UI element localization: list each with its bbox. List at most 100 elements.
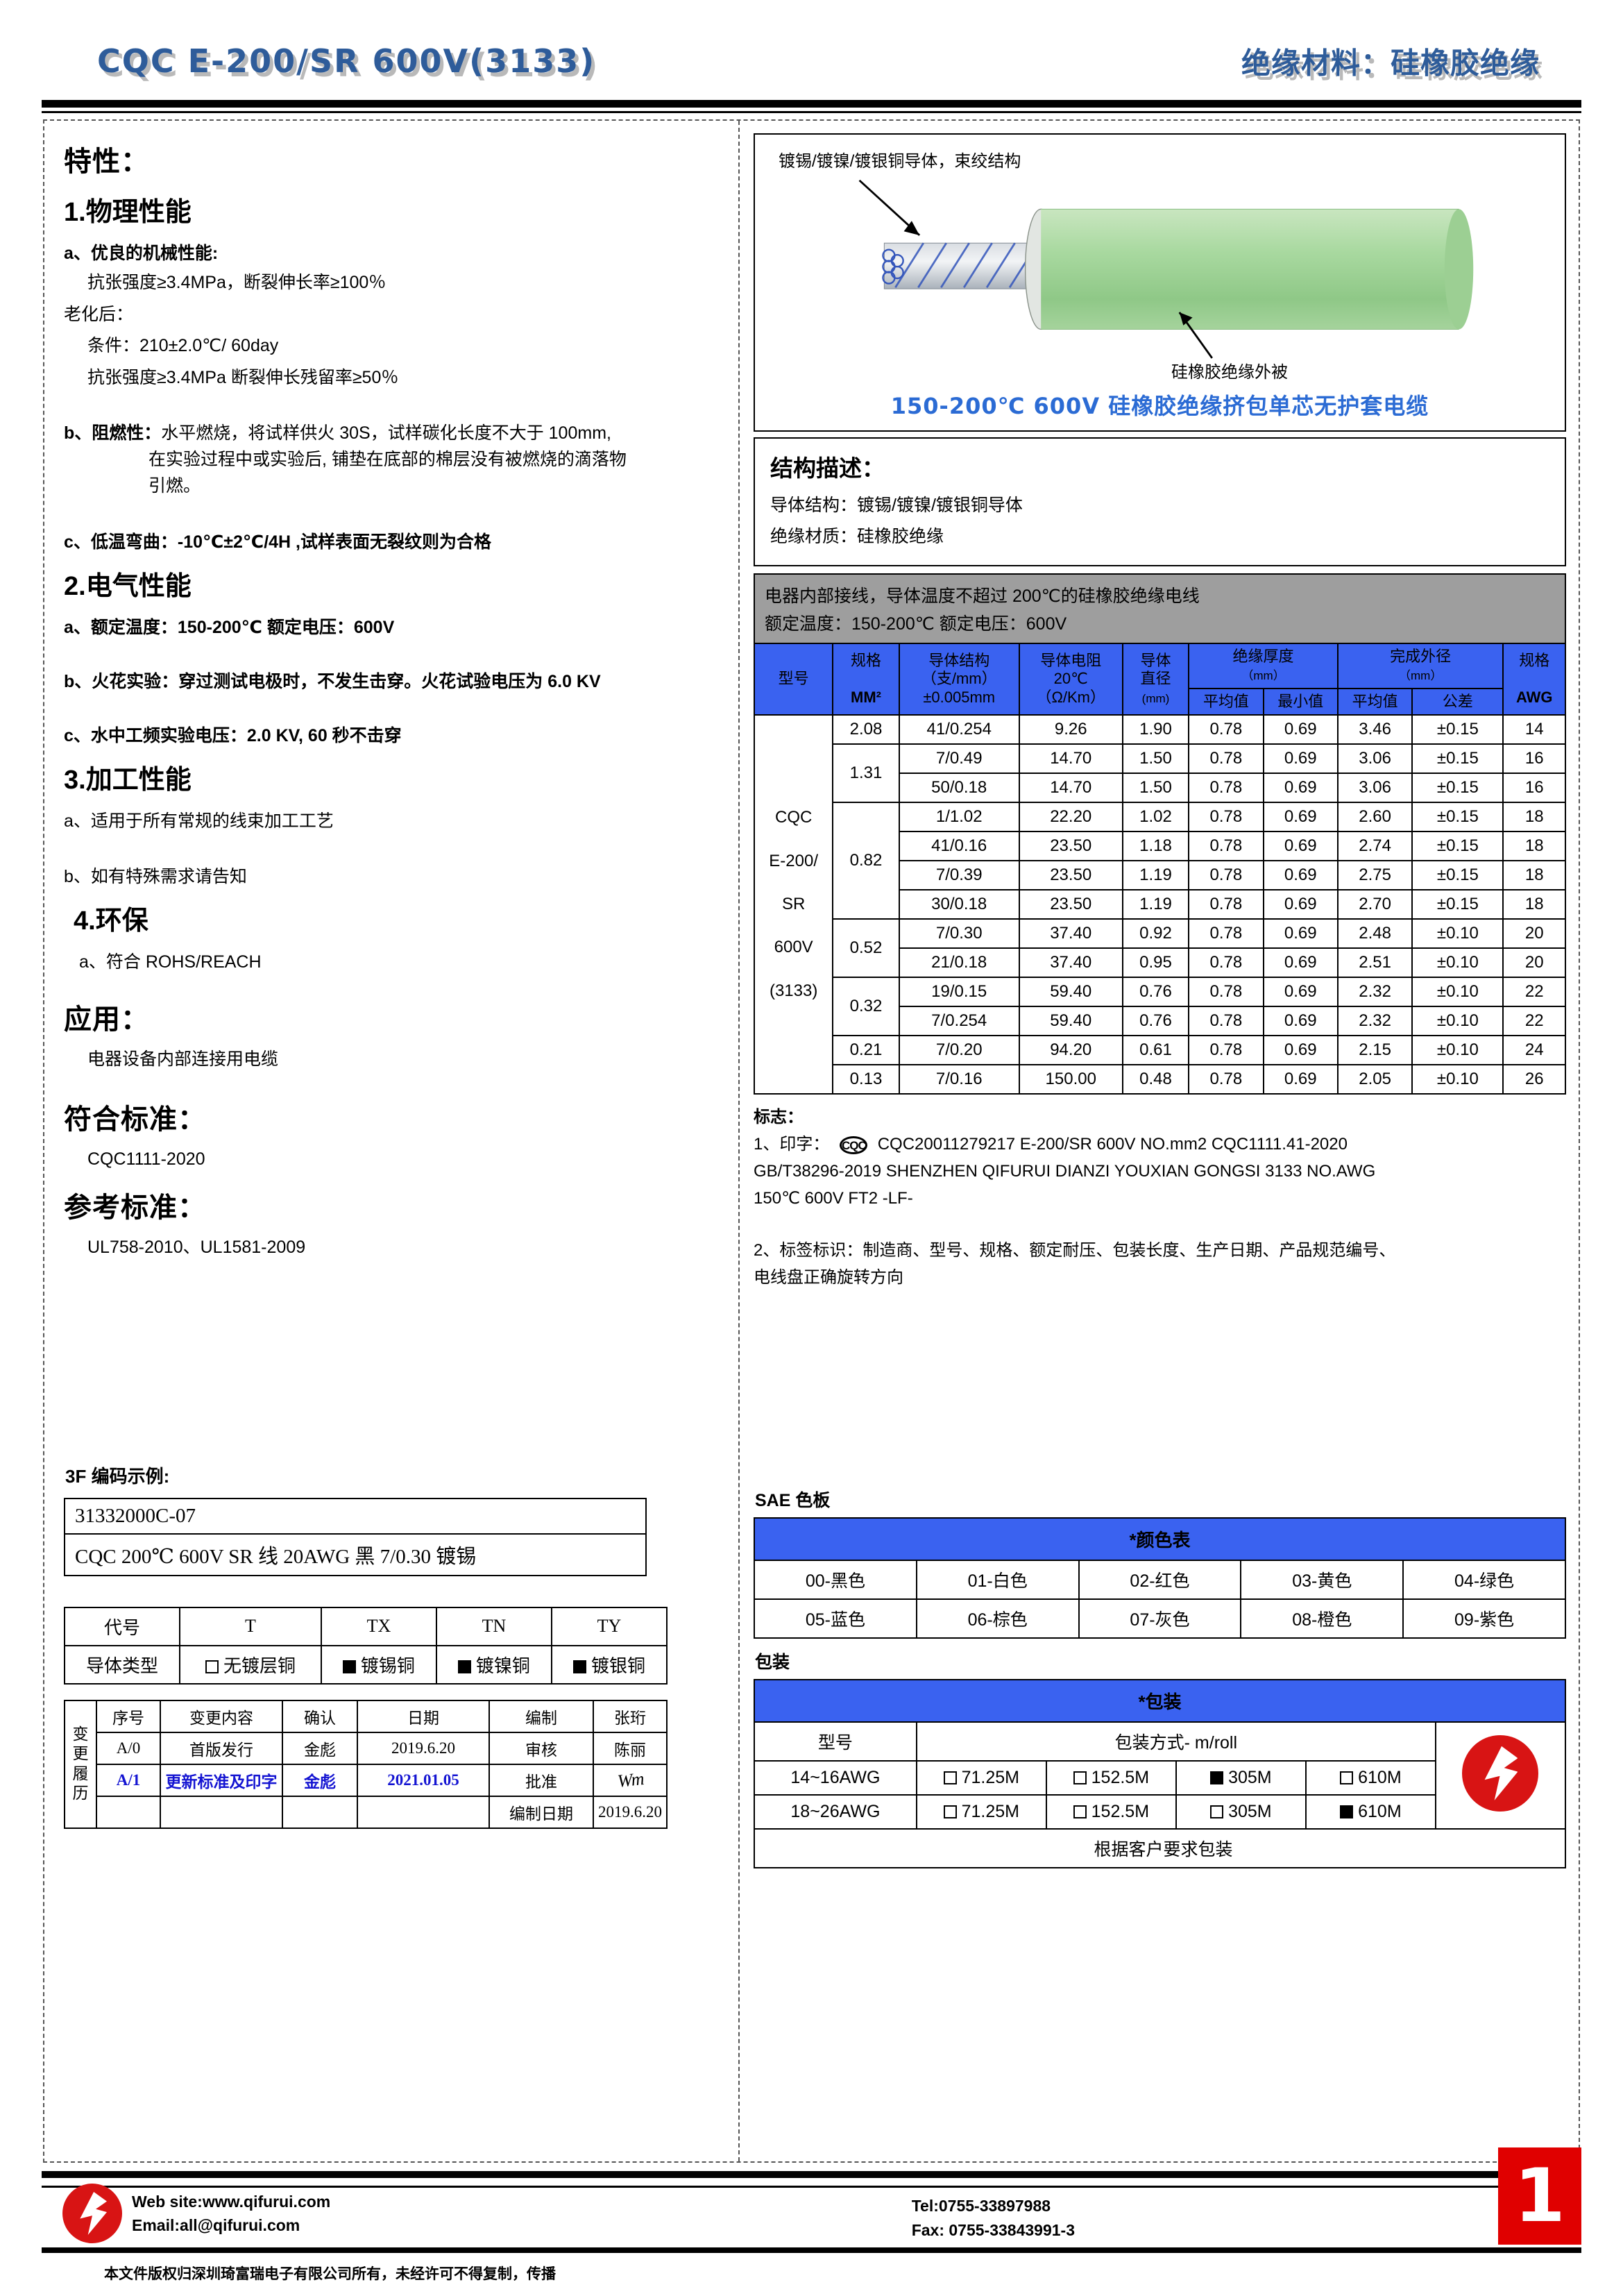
packaging-table-title: *包装 [754, 1679, 1566, 1723]
rev-blank-2 [160, 1795, 283, 1829]
th-dia-l3: (mm) [1141, 691, 1170, 705]
table-row: 0.32 19/0.15 59.40 0.76 0.78 0.69 2.32 ±0.10 22 [754, 977, 1566, 1037]
pkg-row1-opt0[interactable]: 71.25M [915, 1794, 1047, 1830]
spec-cell-diameter: 0.92 [1121, 918, 1190, 949]
table-row: 1.31 7/0.49 14.70 1.50 0.78 0.69 3.06 ±0.15 16 [754, 743, 1566, 804]
spec-cell-insul-avg: 0.78 [1188, 918, 1264, 949]
pkg-row0-opt0[interactable]: 71.25M [915, 1760, 1047, 1796]
header-rule-thin [42, 111, 1581, 113]
ct-opt-tin[interactable]: 镀锡铜 [320, 1644, 437, 1685]
checkbox-18-26-71m[interactable] [943, 1805, 957, 1819]
checkbox-14-16-305m[interactable] [1210, 1771, 1224, 1785]
th-structure-l3: ±0.005mm [923, 688, 996, 706]
footer-email[interactable]: Email:all@qifurui.com [132, 2216, 300, 2234]
mark-item2-line1: 2、标签标识：制造商、型号、规格、额定耐压、包装长度、生产日期、产品规范编号、 [754, 1240, 1396, 1260]
th-outer-unit: （mm） [1399, 669, 1443, 683]
spec-cell-awg: 24 [1502, 1035, 1566, 1066]
spec-cell-awg: 22 [1502, 977, 1566, 1008]
pkg-row1-opt2[interactable]: 305M [1175, 1794, 1307, 1830]
spec-cell-mm2: 0.52 [832, 918, 900, 979]
footer-website[interactable]: Web site:www.qifurui.com [132, 2192, 331, 2211]
spec-cell-outer-avg: 3.46 [1336, 714, 1413, 745]
footer-fax: Fax: 0755-33843991-3 [911, 2220, 1075, 2239]
mark-item1-line3: 150℃ 600V FT2 -LF- [754, 1188, 913, 1208]
physical-b-line1: 水平燃烧，将试样供火 30S，试样碳化长度不大于 100mm, [161, 423, 611, 443]
section-physical-title: 1.物理性能 [64, 198, 192, 227]
pkg-row1-opt0-label: 71.25M [961, 1802, 1019, 1822]
ct-opt-tin-label: 镀锡铜 [360, 1655, 415, 1676]
rev-r1-date: 2021.01.05 [357, 1763, 490, 1797]
page-header: CQC E-200/SR 600V(3133) 绝缘材料：硅橡胶绝缘 [0, 0, 1623, 83]
electrical-b: b、火花实验：穿过测试电极时，不发生击穿。火花试验电压为 6.0 KV [64, 672, 601, 691]
cqc-logo-icon: CQC [840, 1136, 868, 1154]
rev-h-role: 编制 [488, 1699, 594, 1733]
ct-opt-ni-label: 镀镍铜 [475, 1655, 530, 1676]
spec-cell-awg: 20 [1502, 947, 1566, 979]
reference-title: 参考标准： [64, 1192, 206, 1223]
checkbox-18-26-152m[interactable] [1073, 1805, 1087, 1819]
mark-item2-line2: 电线盘正确旋转方向 [754, 1267, 903, 1287]
ct-opt-bare[interactable]: 无镀层铜 [179, 1644, 322, 1685]
spec-cell-diameter: 0.95 [1121, 947, 1190, 979]
rev-h-name: 张珩 [593, 1699, 668, 1733]
packaging-section-title: 包装 [755, 1653, 790, 1673]
checkbox-14-16-152m[interactable] [1073, 1771, 1087, 1785]
spec-cell-structure: 1/1.02 [898, 802, 1020, 833]
right-column: 镀锡/镀镍/镀银铜导体，束绞结构 硅橡胶绝缘外被 [741, 121, 1579, 2161]
spec-cell-awg: 26 [1502, 1064, 1566, 1095]
checkbox-tinned-copper[interactable] [342, 1660, 356, 1673]
checkbox-bare-copper[interactable] [205, 1660, 219, 1673]
rev-h-date: 日期 [357, 1699, 490, 1733]
spec-cell-structure: 19/0.15 [898, 977, 1020, 1008]
ct-head-t: T [179, 1606, 322, 1646]
th-size-l2: MM² [851, 688, 882, 706]
checkbox-14-16-610m[interactable] [1340, 1771, 1354, 1785]
mark-item1-line1: CQC20011279217 E-200/SR 600V NO.mm2 CQC1… [877, 1135, 1348, 1154]
spec-cell-insul-min: 0.69 [1262, 802, 1339, 833]
ct-opt-ag[interactable]: 镀银铜 [550, 1644, 668, 1685]
checkbox-18-26-610m[interactable] [1340, 1805, 1354, 1819]
structure-line1: 导体结构：镀锡/镀镍/镀银铜导体 [770, 496, 1023, 515]
th-outer-group: 完成外径 （mm） [1336, 643, 1504, 689]
footer-contact-left: Web site:www.qifurui.com Email:all@qifur… [62, 2184, 330, 2243]
spec-cell-insul-min: 0.69 [1262, 918, 1339, 949]
pkg-row0-opt2[interactable]: 305M [1175, 1760, 1307, 1796]
table-row: 30/0.18 23.50 1.19 0.78 0.69 2.70 ±0.15 18 [754, 889, 1566, 920]
checkbox-18-26-305m[interactable] [1210, 1805, 1224, 1819]
checkbox-nickel-copper[interactable] [457, 1660, 471, 1673]
pkg-row0-opt3[interactable]: 610M [1305, 1760, 1436, 1796]
pkg-row1-opt3-label: 610M [1358, 1802, 1402, 1822]
section-electrical-title: 2.电气性能 [64, 572, 192, 601]
physical-b-block: b、阻燃性：水平燃烧，将试样供火 30S，试样碳化长度不大于 100mm, 在实… [64, 420, 719, 499]
coding-desc: CQC 200℃ 600V SR 线 20AWG 黑 7/0.30 镀锡 [64, 1533, 647, 1576]
table-row: 变更履历 序号 变更内容 确认 日期 编制 张珩 [64, 1699, 668, 1829]
checkbox-14-16-71m[interactable] [943, 1771, 957, 1785]
spec-cell-resistance: 37.40 [1018, 918, 1123, 949]
spec-cell-diameter: 0.48 [1121, 1064, 1190, 1095]
spec-cell-mm2: 1.31 [832, 743, 900, 804]
spec-cell-insul-min: 0.69 [1262, 947, 1339, 979]
spec-cell-diameter: 1.90 [1121, 714, 1190, 745]
diagram-jacket-label: 硅橡胶绝缘外被 [1171, 363, 1288, 382]
pkg-row1-opt1[interactable]: 152.5M [1045, 1794, 1177, 1830]
checkbox-silver-copper[interactable] [572, 1660, 586, 1673]
pkg-row0-opt1[interactable]: 152.5M [1045, 1760, 1177, 1796]
th-structure: 导体结构 （支/mm） ±0.005mm [898, 642, 1020, 716]
ct-opt-ni[interactable]: 镀镍铜 [435, 1644, 552, 1685]
spec-cell-insul-avg: 0.78 [1188, 831, 1264, 862]
spec-cell-insul-avg: 0.78 [1188, 947, 1264, 979]
table-row: 型号 包装方式- m/roll [754, 1721, 1567, 1830]
mark-title: 标志： [754, 1108, 804, 1127]
spec-cell-outer-tol: ±0.10 [1411, 1035, 1504, 1066]
pkg-row1-opt3[interactable]: 610M [1305, 1794, 1436, 1830]
sae-color-09: 09-紫色 [1402, 1598, 1566, 1639]
th-insul-avg: 平均值 [1188, 687, 1264, 716]
rev-h-content: 变更内容 [160, 1699, 283, 1733]
table-row: 平均值 最小值 平均值 公差 [754, 687, 1565, 716]
th-insul-unit: （mm） [1241, 669, 1285, 683]
physical-b-line3: 引燃。 [148, 476, 201, 496]
ct-row-label: 导体类型 [63, 1644, 181, 1685]
sae-color-table: *颜色表 00-黑色 01-白色 02-红色 03-黄色 04-绿色 05-蓝色… [754, 1517, 1566, 1639]
sae-color-04: 04-绿色 [1402, 1560, 1566, 1601]
spec-cell-outer-avg: 2.51 [1336, 947, 1413, 979]
